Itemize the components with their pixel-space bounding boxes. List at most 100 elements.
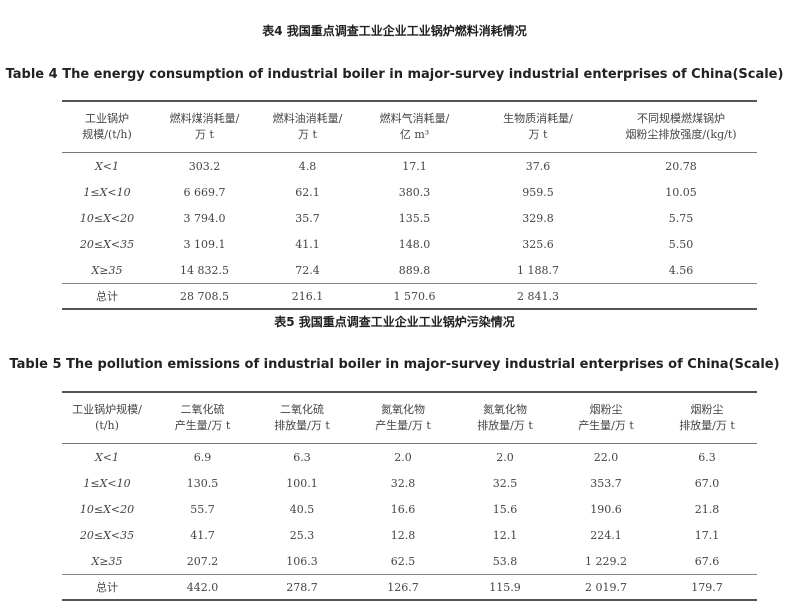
table-cell: 1 188.7 xyxy=(517,263,559,277)
table-cell: 959.5 xyxy=(522,185,554,199)
column-header: 生物质消耗量/万 t xyxy=(471,100,605,153)
table-cell: 2 841.3 xyxy=(471,283,605,310)
table-cell: 889.8 xyxy=(398,263,431,277)
column-header-line: 烟粉尘排放强度/(kg/t) xyxy=(625,128,737,141)
table-cell: 41.7 xyxy=(190,528,215,542)
table-row: X≥35 14 832.5 72.4 889.8 1 188.7 4.56 xyxy=(62,257,757,284)
table-cell: 25.3 xyxy=(289,528,315,542)
table-cell: 2.0 xyxy=(496,450,514,464)
column-header: 不同规模燃煤锅炉 烟粉尘排放强度/(kg/t) xyxy=(605,100,757,153)
table-cell: 总计 xyxy=(62,283,152,310)
column-header-line: 燃料煤消耗量/ xyxy=(169,112,240,125)
table-cell: 10.05 xyxy=(665,185,697,199)
table-cell: 4.8 xyxy=(298,159,317,173)
table-cell: 100.1 xyxy=(286,476,318,490)
table-row: X<1 303.2 4.8 17.1 37.6 20.78 xyxy=(62,153,757,180)
table-cell: 106.3 xyxy=(286,554,318,568)
table-cell: 2.0 xyxy=(394,450,412,464)
table-cell: 62.1 xyxy=(295,185,320,199)
table-cell: 190.6 xyxy=(590,502,622,516)
table5-header-row: 工业锅炉规模/(t/h) 二氧化硫 产生量/万 t 二氧化硫 排放量/万 t 氮氧化物 产生… xyxy=(62,391,757,444)
table-cell: 17.1 xyxy=(402,159,427,173)
table-cell: 22.0 xyxy=(593,450,619,464)
table-row: X≥35 207.2 106.3 62.5 53.8 1 229.2 67.6 xyxy=(62,548,757,575)
table-cell: 207.2 xyxy=(186,554,219,568)
table-cell: 3 794.0 xyxy=(183,211,226,225)
table-cell: 216.1 xyxy=(257,283,358,310)
column-header-line: 排放量/万 t xyxy=(679,419,735,432)
table-row: 10≤X<20 3 794.0 35.7 135.5 329.8 5.75 xyxy=(62,205,757,231)
table-cell: 67.6 xyxy=(694,554,720,568)
column-header-line: 万 t xyxy=(298,128,317,141)
table5-title-cn: 表5 我国重点调查工业企业工业锅炉污染情况 xyxy=(274,315,515,329)
table-cell: 41.1 xyxy=(295,237,320,251)
table-cell: 14 832.5 xyxy=(180,263,229,277)
table-cell: 12.1 xyxy=(492,528,518,542)
table-cell: 53.8 xyxy=(492,554,518,568)
table-cell: 126.7 xyxy=(351,574,455,601)
table4: 工业锅炉 规模/(t/h) 燃料煤消耗量/万 t 燃料油消耗量/万 t 燃料气消耗量/亿… xyxy=(62,100,757,310)
table-cell: 20≤X<35 xyxy=(79,237,135,251)
table5-title-en: Table 5 The pollution emissions of indus… xyxy=(9,357,780,372)
column-header-line: 亿 m³ xyxy=(399,128,430,141)
table-cell: 10≤X<20 xyxy=(79,211,135,225)
column-header: 二氧化硫 产生量/万 t xyxy=(152,391,253,444)
table-cell: 1≤X<10 xyxy=(83,185,131,199)
table5: 工业锅炉规模/(t/h) 二氧化硫 产生量/万 t 二氧化硫 排放量/万 t 氮氧化物 产生… xyxy=(62,391,757,601)
table-cell: 20≤X<35 xyxy=(79,528,135,542)
table-cell: 55.7 xyxy=(190,502,215,516)
table-cell: 380.3 xyxy=(398,185,431,199)
table-cell: 130.5 xyxy=(186,476,219,490)
table-cell: X≥35 xyxy=(91,554,123,568)
table-cell: 2 019.7 xyxy=(555,574,657,601)
table-cell: 12.8 xyxy=(390,528,416,542)
table-cell: 224.1 xyxy=(590,528,622,542)
column-header-line: 工业锅炉规模/ xyxy=(72,403,142,416)
table-cell: 16.6 xyxy=(390,502,416,516)
table-cell: X<1 xyxy=(94,159,120,173)
table-cell: 442.0 xyxy=(152,574,253,601)
column-header-line: 生物质消耗量/ xyxy=(503,112,573,125)
table-cell: 67.0 xyxy=(694,476,720,490)
table-cell: 6.9 xyxy=(193,450,212,464)
table-cell: 28 708.5 xyxy=(152,283,257,310)
column-header: 烟粉尘产生量/万 t xyxy=(555,391,657,444)
table-row: 1≤X<10 130.5 100.1 32.8 32.5 353.7 67.0 xyxy=(62,470,757,496)
table-cell: 32.5 xyxy=(492,476,518,490)
column-header: 工业锅炉规模/(t/h) xyxy=(62,100,152,153)
column-header-line: 万 t xyxy=(195,128,214,141)
table-row: 10≤X<20 55.7 40.5 16.6 15.6 190.6 21.8 xyxy=(62,496,757,522)
table-cell: 32.8 xyxy=(390,476,416,490)
column-header-line: 工业锅炉 xyxy=(85,112,129,125)
table-cell: 40.5 xyxy=(289,502,315,516)
column-header-line: 规模/(t/h) xyxy=(82,128,132,141)
column-header-line: 烟粉尘 xyxy=(589,403,623,416)
table-cell: 10≤X<20 xyxy=(79,502,135,516)
table-cell: 179.7 xyxy=(657,574,757,601)
column-header: 燃料气消耗量/亿 m³ xyxy=(358,100,471,153)
table-cell: X≥35 xyxy=(91,263,123,277)
column-header-line: 产生量/万 t xyxy=(375,419,431,432)
table-cell: 37.6 xyxy=(525,159,551,173)
table-cell: 1≤X<10 xyxy=(83,476,131,490)
table-cell: X<1 xyxy=(94,450,120,464)
table-cell: 6.3 xyxy=(698,450,716,464)
table-cell: 303.2 xyxy=(188,159,221,173)
column-header-line: 产生量/万 t xyxy=(578,419,634,432)
column-header-line: 氮氧化物 xyxy=(483,403,527,416)
column-header-line: 燃料气消耗量/ xyxy=(379,112,450,125)
column-header-line: 二氧化硫 xyxy=(180,403,225,416)
table-cell: 4.56 xyxy=(668,263,694,277)
column-header-line: 烟粉尘 xyxy=(690,403,724,416)
table-cell: 6.3 xyxy=(293,450,311,464)
column-header-line: 排放量/万 t xyxy=(274,419,330,432)
table-cell: 278.7 xyxy=(253,574,351,601)
column-header-line: 二氧化硫 xyxy=(280,403,324,416)
column-header: 燃料煤消耗量/万 t xyxy=(152,100,257,153)
table-cell: 148.0 xyxy=(398,237,431,251)
column-header: 氮氧化物 排放量/万 t xyxy=(455,391,555,444)
column-header-line: 氮氧化物 xyxy=(381,403,425,416)
column-header: 烟粉尘排放量/万 t xyxy=(657,391,757,444)
total-row: 总计 28 708.5 216.1 1 570.6 2 841.3 xyxy=(62,283,757,310)
table4-header-row: 工业锅炉 规模/(t/h) 燃料煤消耗量/万 t 燃料油消耗量/万 t 燃料气消耗量/亿… xyxy=(62,100,757,153)
